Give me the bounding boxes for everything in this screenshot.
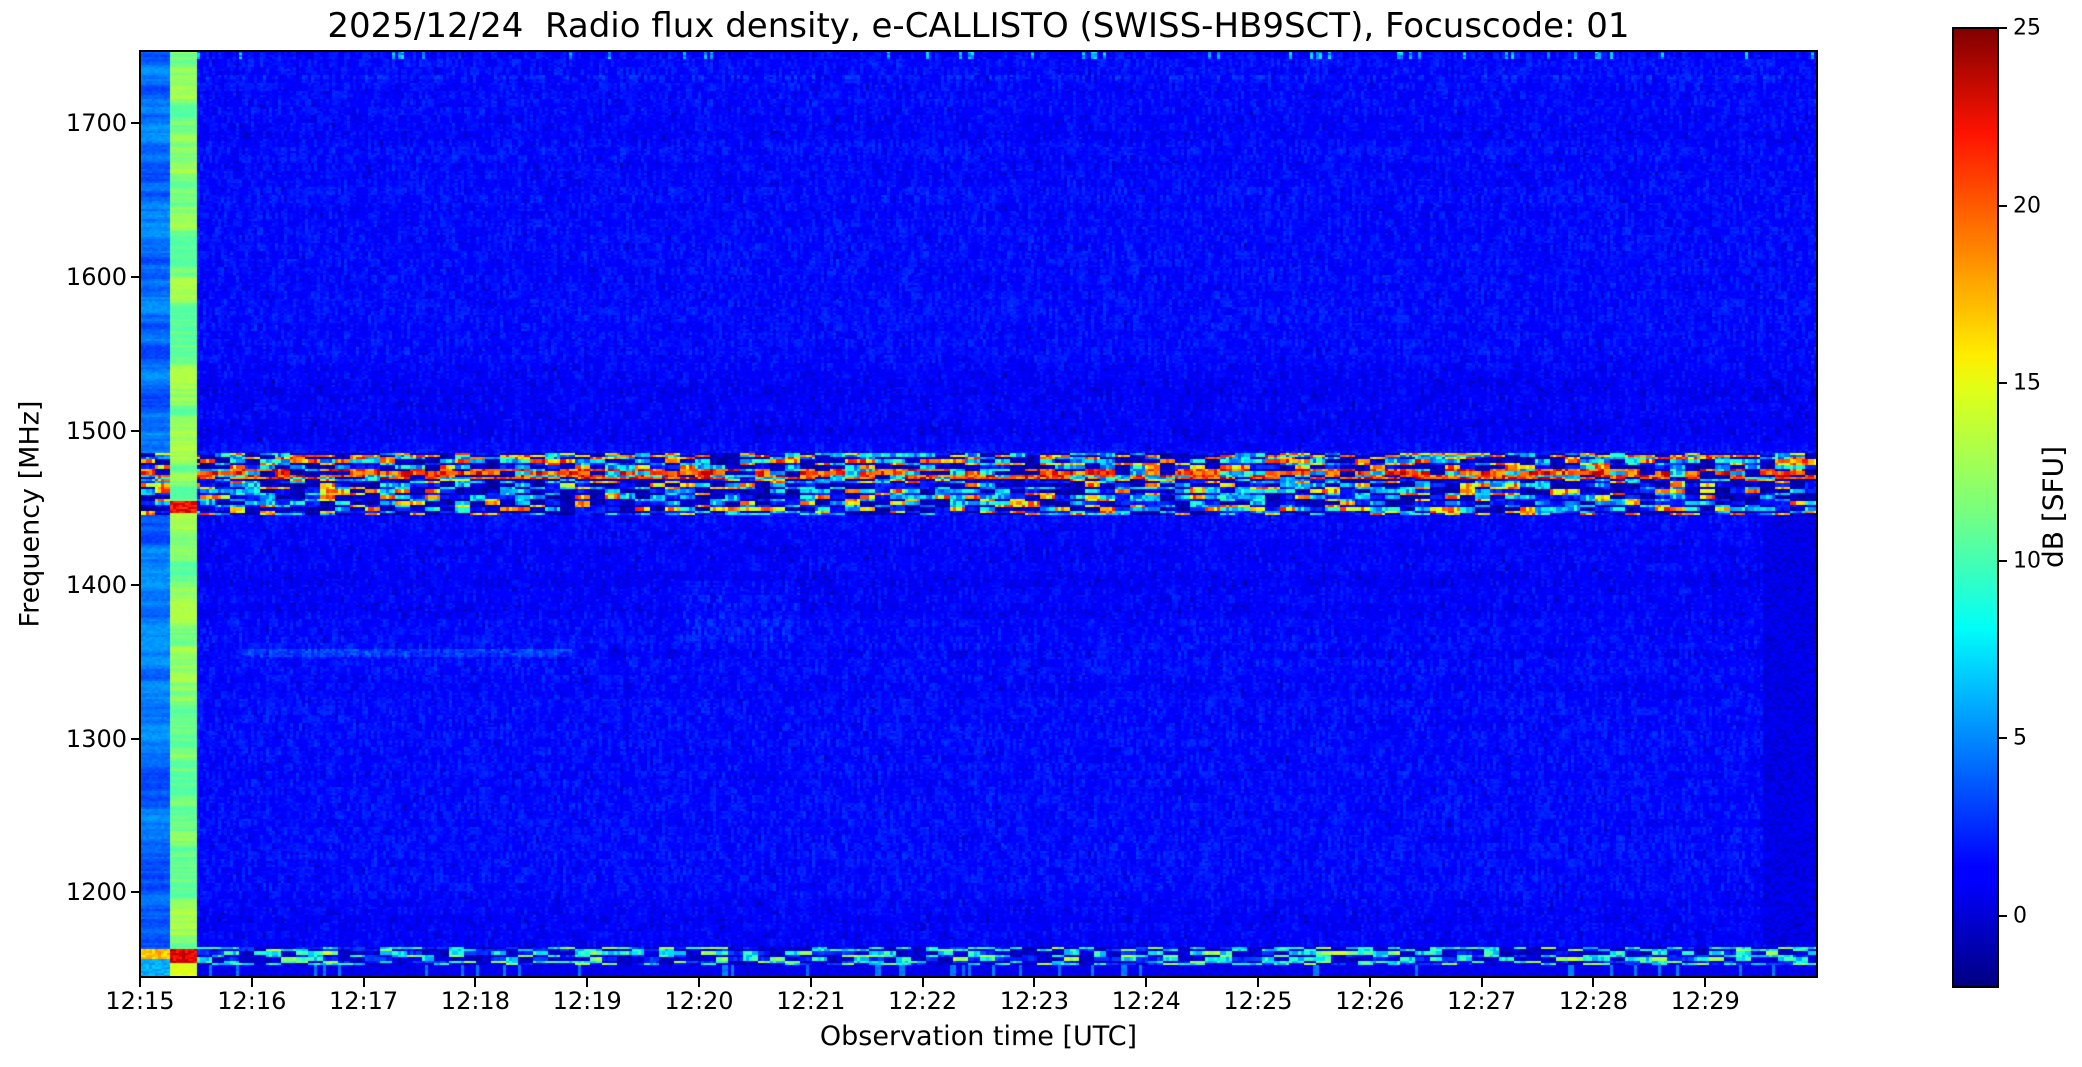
chart-title: 2025/12/24 Radio flux density, e-CALLIST… — [327, 6, 1630, 46]
colorbar-tick-mark — [1999, 737, 2007, 740]
x-tick-mark — [1033, 978, 1036, 987]
x-tick-mark — [809, 978, 812, 987]
x-tick-mark — [921, 978, 924, 987]
y-tick-mark — [131, 737, 140, 740]
colorbar-tick-mark — [1999, 382, 2007, 385]
y-tick-mark — [131, 276, 140, 279]
colorbar-tick-mark — [1999, 914, 2007, 917]
colorbar-tick-mark — [1999, 559, 2007, 562]
x-tick-mark — [139, 978, 141, 987]
colorbar-gradient — [1952, 27, 1999, 988]
colorbar-tick-label: 25 — [2013, 15, 2041, 41]
colorbar-tick-label: 5 — [2013, 725, 2027, 751]
y-tick-mark — [131, 122, 140, 125]
y-tick-mark — [131, 429, 140, 432]
x-tick-mark — [1480, 978, 1483, 987]
x-tick-mark — [586, 978, 589, 987]
colorbar-tick-label: 15 — [2013, 370, 2041, 396]
colorbar-label: dB [SFU] — [2036, 445, 2070, 569]
colorbar-tick-label: 0 — [2013, 903, 2027, 929]
y-axis-label: Frequency [MHz] — [14, 400, 46, 628]
x-tick-label: 12:25 — [1223, 987, 1293, 1015]
x-tick-label: 12:18 — [440, 987, 510, 1015]
x-tick-label: 12:27 — [1447, 987, 1517, 1015]
x-tick-label: 12:22 — [888, 987, 958, 1015]
y-tick-mark — [131, 891, 140, 894]
spectrogram-image — [140, 51, 1817, 977]
x-tick-label: 12:17 — [329, 987, 399, 1015]
x-tick-label: 12:28 — [1558, 987, 1628, 1015]
x-tick-mark — [1368, 978, 1371, 987]
y-tick-label: 1300 — [65, 724, 127, 753]
x-tick-mark — [250, 978, 253, 987]
y-tick-label: 1700 — [65, 109, 127, 138]
colorbar-tick-mark — [1999, 27, 2007, 29]
x-tick-mark — [1257, 978, 1259, 987]
x-tick-label: 12:15 — [105, 987, 175, 1015]
x-tick-label: 12:20 — [664, 987, 734, 1015]
colorbar-tick-label: 20 — [2013, 193, 2041, 219]
x-tick-label: 12:26 — [1335, 987, 1405, 1015]
y-tick-mark — [131, 583, 140, 586]
x-tick-label: 12:19 — [552, 987, 622, 1015]
y-tick-label: 1200 — [65, 878, 127, 907]
spectrogram-plot-area — [139, 50, 1818, 978]
colorbar-tick-mark — [1999, 204, 2007, 207]
x-tick-label: 12:24 — [1111, 987, 1181, 1015]
y-tick-label: 1400 — [65, 570, 127, 599]
x-tick-mark — [698, 978, 700, 987]
x-tick-mark — [362, 978, 365, 987]
x-tick-mark — [474, 978, 477, 987]
colorbar-tick-label: 10 — [2013, 548, 2041, 574]
x-axis-label: Observation time [UTC] — [819, 1021, 1138, 1052]
y-tick-label: 1600 — [65, 263, 127, 292]
x-tick-mark — [1704, 978, 1707, 987]
x-tick-label: 12:21 — [776, 987, 846, 1015]
x-tick-mark — [1592, 978, 1595, 987]
x-tick-label: 12:29 — [1670, 987, 1740, 1015]
x-tick-label: 12:16 — [217, 987, 287, 1015]
x-tick-label: 12:23 — [999, 987, 1069, 1015]
y-tick-label: 1500 — [65, 416, 127, 445]
x-tick-mark — [1145, 978, 1148, 987]
